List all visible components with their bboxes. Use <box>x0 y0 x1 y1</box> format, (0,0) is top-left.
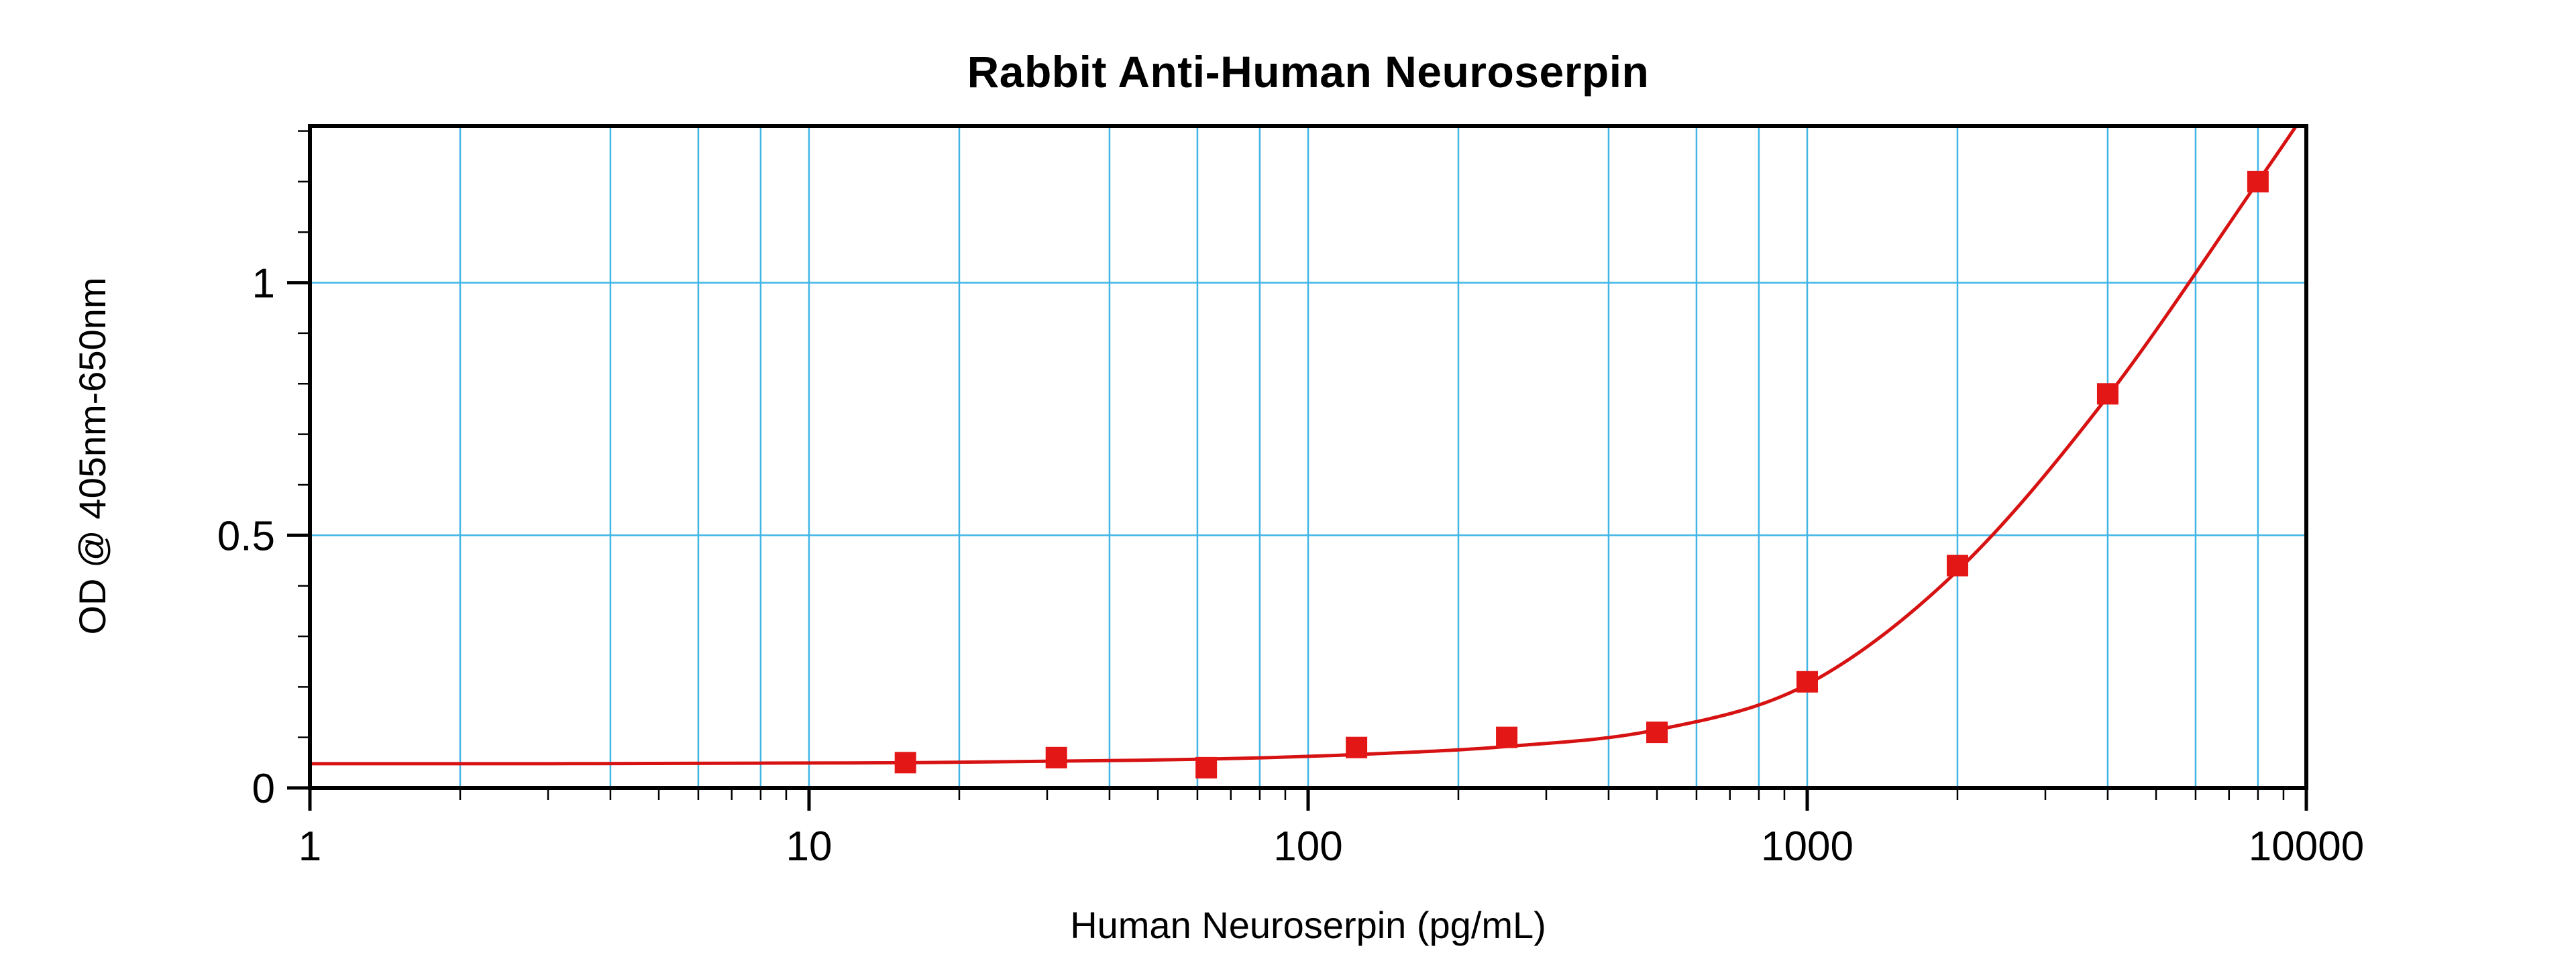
data-point-markers <box>894 170 2269 779</box>
data-point-marker <box>1045 746 1067 768</box>
x-tick-labels: 1 10 100 1000 10000 <box>299 823 2364 870</box>
data-point-marker <box>894 752 916 774</box>
plot-border <box>308 124 2308 790</box>
x-tick-label: 10 <box>786 823 833 870</box>
y-tick-label: 0.5 <box>217 513 275 559</box>
x-tick-label: 1000 <box>1761 823 1854 870</box>
x-tick-label: 1 <box>299 823 321 870</box>
data-point-marker <box>1346 736 1368 758</box>
x-axis-label: Human Neuroserpin (pg/mL) <box>1070 904 1546 946</box>
data-point-marker <box>1496 726 1518 748</box>
chart-title: Rabbit Anti-Human Neuroserpin <box>967 47 1650 97</box>
data-point-marker <box>1646 722 1668 744</box>
y-tick-label: 0 <box>252 766 275 812</box>
x-tick-label: 10000 <box>2249 823 2364 870</box>
grid-lines <box>310 126 2306 788</box>
fit-curve <box>310 126 2298 766</box>
data-point-marker <box>2247 170 2269 192</box>
y-tick-labels: 00.51 <box>217 261 275 812</box>
axis-ticks <box>287 130 2308 811</box>
data-point-marker <box>1946 555 1968 577</box>
y-tick-label: 1 <box>252 261 275 307</box>
data-point-marker <box>1796 671 1818 693</box>
data-point-marker <box>1195 756 1218 779</box>
data-point-marker <box>2096 383 2118 405</box>
x-tick-label: 100 <box>1273 823 1342 870</box>
